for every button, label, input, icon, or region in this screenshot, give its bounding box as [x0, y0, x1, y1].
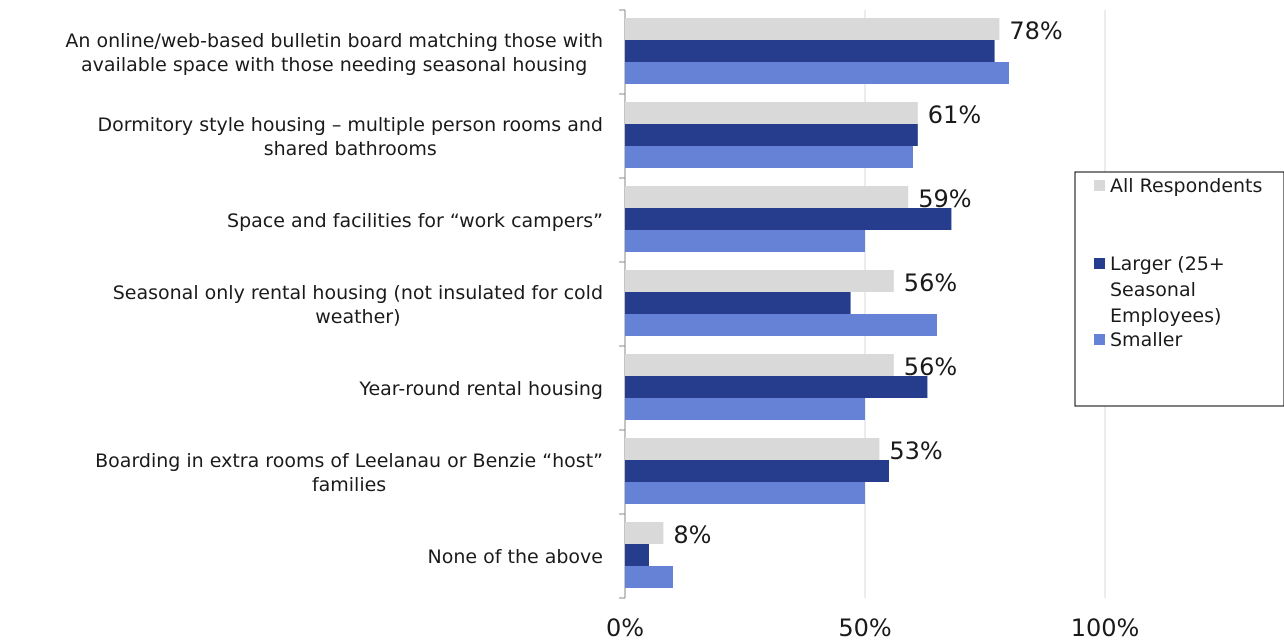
- category-label-continuation: weather): [315, 306, 400, 328]
- legend-label: Seasonal: [1110, 279, 1196, 301]
- category-label: Space and facilities for “work campers”: [227, 210, 603, 232]
- bar: [625, 522, 664, 544]
- x-tick-label: 50%: [838, 614, 891, 638]
- bar: [625, 566, 673, 588]
- legend-label: Smaller: [1110, 329, 1182, 351]
- data-label: 53%: [889, 437, 942, 465]
- bar: [625, 376, 928, 398]
- bar: [625, 230, 865, 252]
- category-label-continuation: available space with those needing seaso…: [81, 54, 587, 76]
- bar: [625, 482, 865, 504]
- x-tick-label: 100%: [1071, 614, 1140, 638]
- category-label-line: Year-round rental housing: [358, 378, 603, 400]
- bar: [625, 292, 851, 314]
- bar: [625, 438, 880, 460]
- category-label-line: Boarding in extra rooms of Leelanau or B…: [95, 450, 603, 472]
- legend-swatch: [1094, 258, 1105, 269]
- data-label: 59%: [918, 185, 971, 213]
- data-label: 8%: [673, 521, 711, 549]
- bar: [625, 544, 649, 566]
- category-label-line: An online/web-based bulletin board match…: [65, 30, 603, 52]
- data-label: 78%: [1009, 17, 1062, 45]
- category-label: Seasonal only rental housing (not insula…: [113, 282, 603, 304]
- legend-swatch: [1094, 334, 1105, 345]
- category-label: None of the above: [428, 546, 603, 568]
- bar: [625, 186, 909, 208]
- data-label: 56%: [904, 269, 957, 297]
- bar: [625, 270, 894, 292]
- category-label-line: Dormitory style housing – multiple perso…: [98, 114, 604, 136]
- legend-label: Larger (25+: [1110, 253, 1225, 275]
- bar: [625, 398, 865, 420]
- category-label: Dormitory style housing – multiple perso…: [98, 114, 604, 136]
- bar: [625, 40, 995, 62]
- category-label-continuation: shared bathrooms: [264, 138, 437, 160]
- category-label: An online/web-based bulletin board match…: [65, 30, 603, 52]
- category-label-line: Seasonal only rental housing (not insula…: [113, 282, 603, 304]
- legend-swatch: [1094, 180, 1105, 191]
- legend-label: Employees): [1110, 305, 1221, 327]
- bar: [625, 314, 937, 336]
- data-label: 61%: [928, 101, 981, 129]
- bar: [625, 146, 913, 168]
- category-label: Boarding in extra rooms of Leelanau or B…: [95, 450, 603, 472]
- data-label: 56%: [904, 353, 957, 381]
- bar: [625, 62, 1009, 84]
- bar: [625, 18, 1000, 40]
- category-label-line: None of the above: [428, 546, 603, 568]
- category-label-line: Space and facilities for “work campers”: [227, 210, 603, 232]
- bar: [625, 102, 918, 124]
- bar: [625, 460, 889, 482]
- legend-box: [1074, 171, 1284, 407]
- x-tick-label: 0%: [606, 614, 644, 638]
- category-label: Year-round rental housing: [358, 378, 603, 400]
- legend-label: All Respondents: [1110, 175, 1262, 197]
- bar: [625, 208, 952, 230]
- bar: [625, 354, 894, 376]
- category-label-continuation: families: [312, 474, 386, 496]
- bar: [625, 124, 918, 146]
